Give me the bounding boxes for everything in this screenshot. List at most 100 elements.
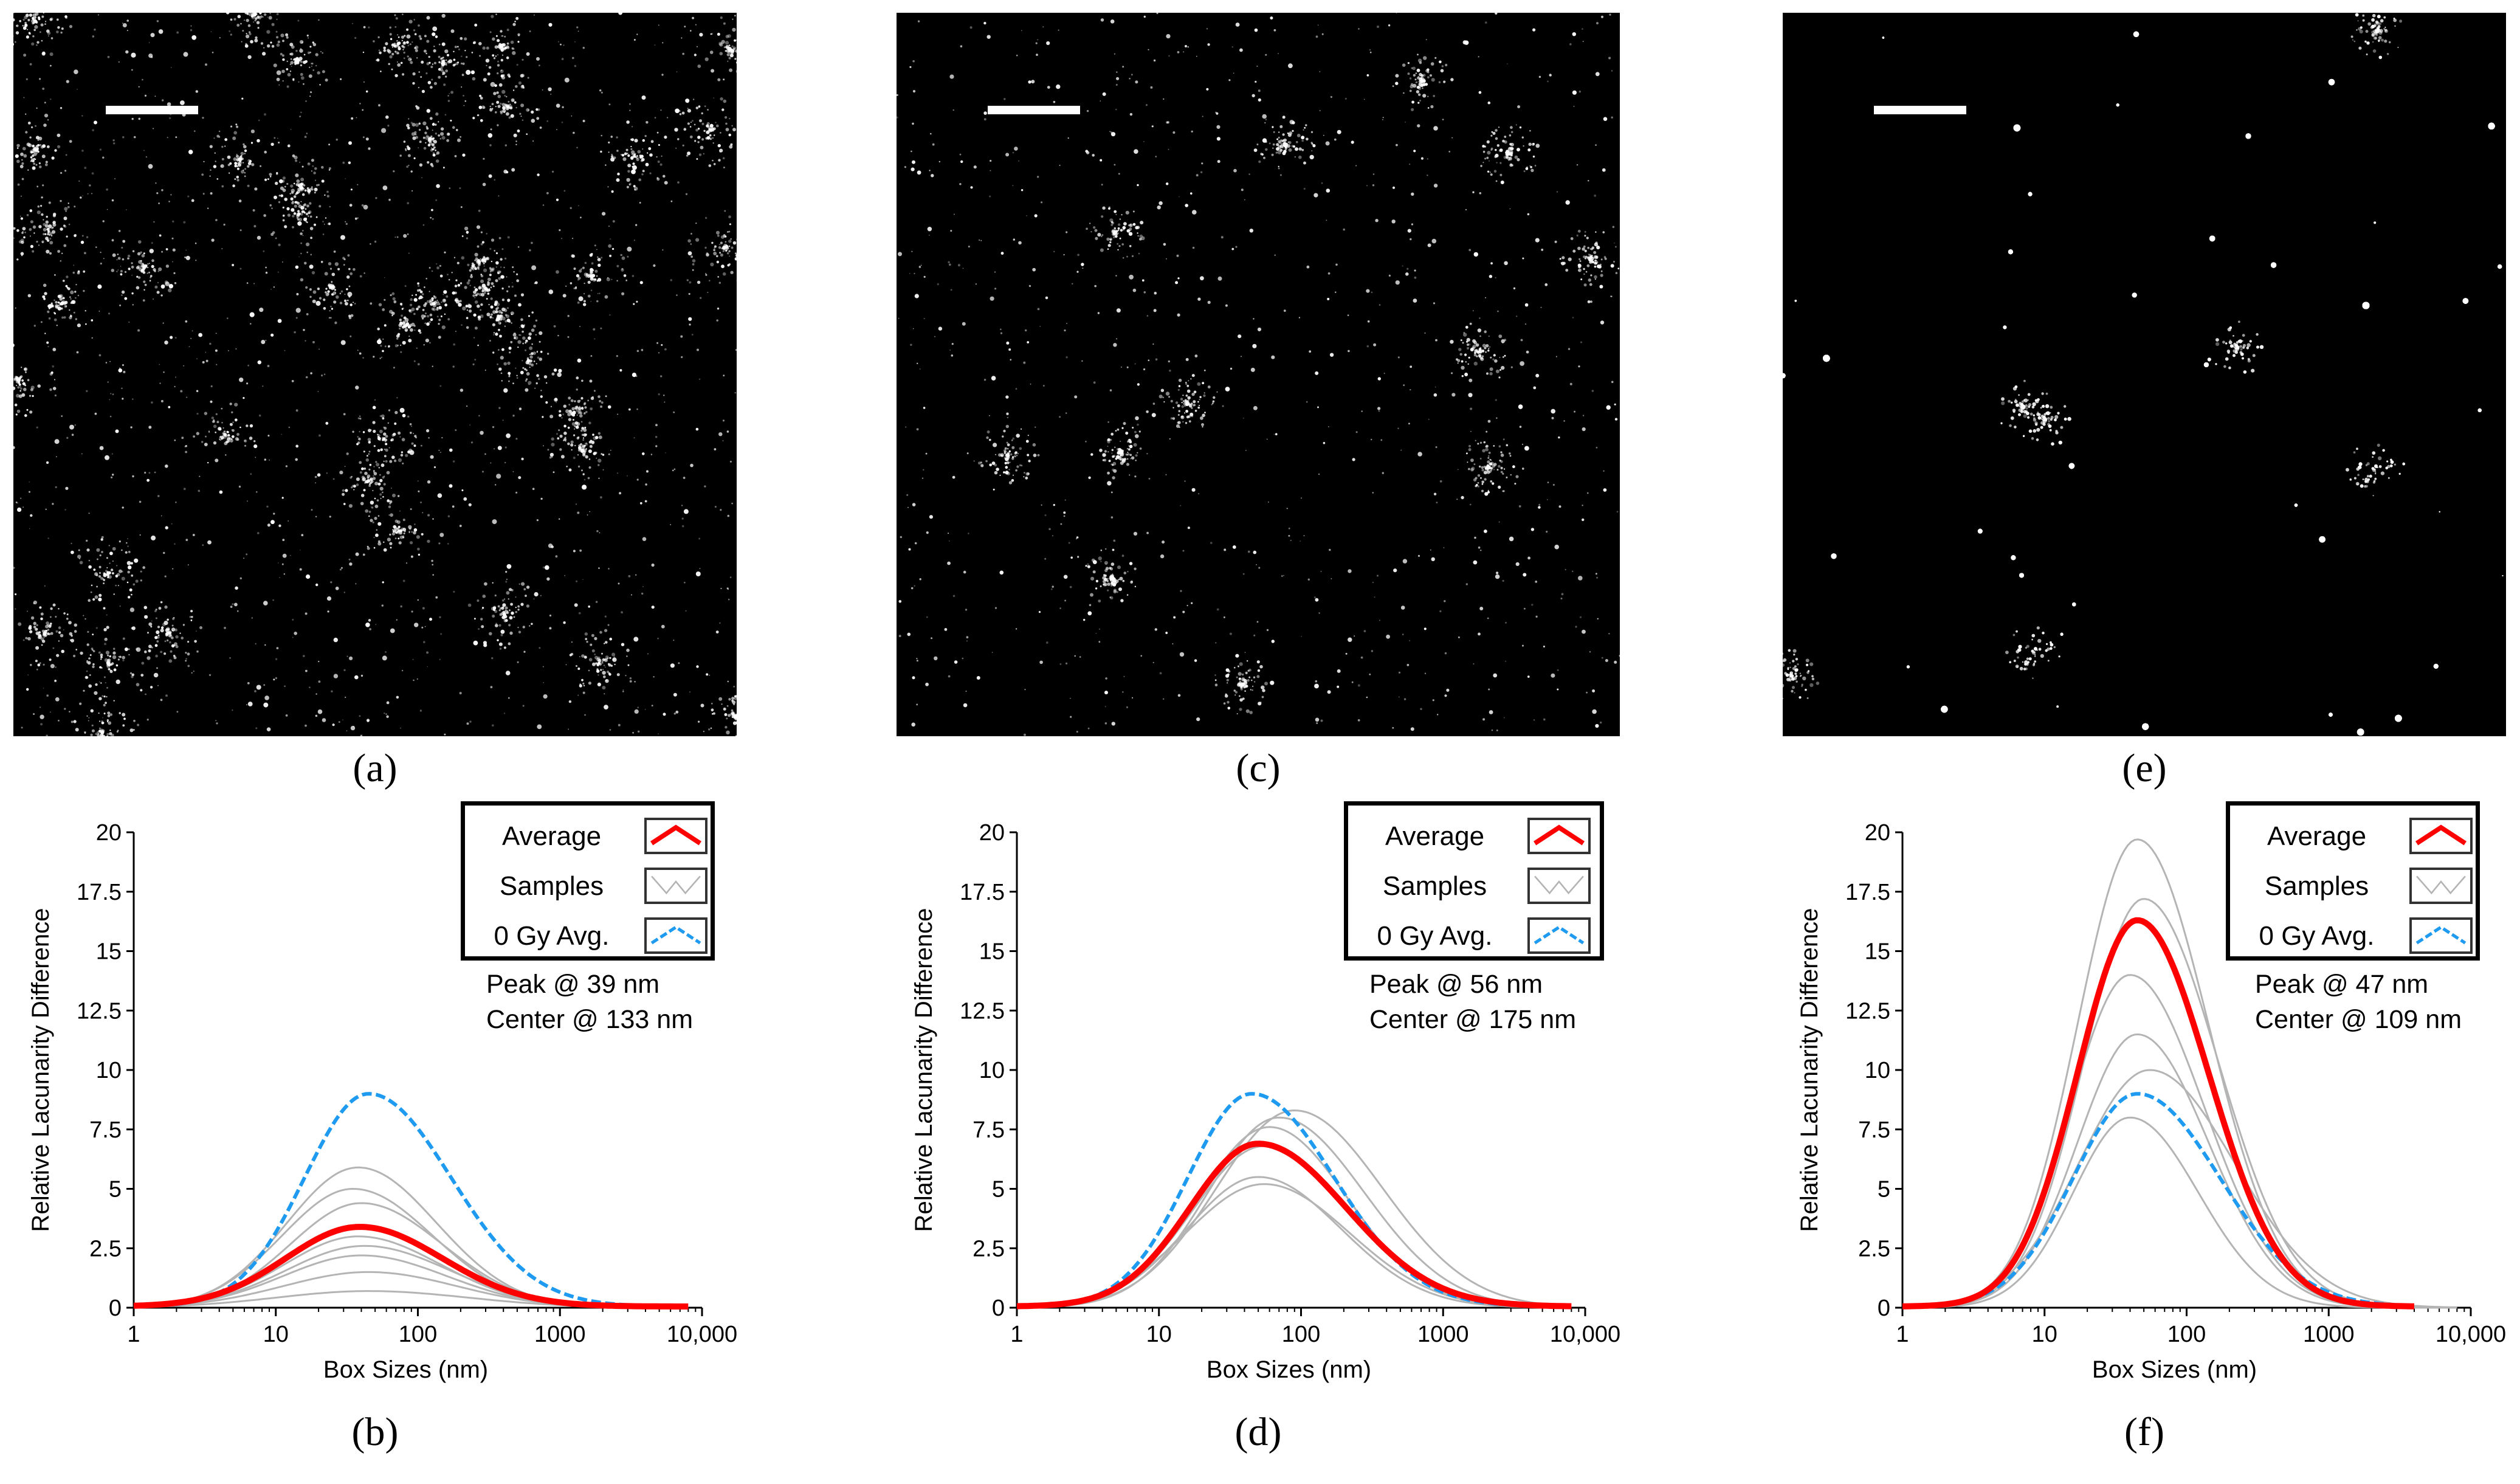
scale-bar: [988, 106, 1080, 114]
y-tick-label: 2.5: [1858, 1236, 1890, 1261]
y-tick-label: 15: [1865, 939, 1890, 965]
y-tick-label: 20: [1865, 820, 1890, 846]
panel-label-c: (c): [1236, 746, 1281, 790]
x-axis-label: Box Sizes (nm): [1207, 1356, 1371, 1383]
y-tick-label: 15: [96, 939, 122, 965]
panel-label-b: (b): [351, 1410, 399, 1454]
y-tick-label: 7.5: [89, 1117, 122, 1143]
x-tick-label: 10: [2032, 1322, 2057, 1347]
chart-b: 0 2.5 5 7.5 10 12.5 15 17.5 20 1 10 100 1000 10,000 Bo…: [18, 790, 857, 1398]
chart-legend: Average Samples 0 Gy Avg.: [1344, 801, 1604, 961]
x-axis-label: Box Sizes (nm): [323, 1356, 488, 1383]
chart-annotation: Peak @ 47 nm Center @ 109 nm: [2255, 967, 2462, 1037]
panel-label-a: (a): [353, 746, 398, 790]
legend-label: Samples: [1382, 871, 1487, 901]
y-axis-label: Relative Lacunarity Difference: [911, 908, 937, 1232]
x-tick-label: 10,000: [667, 1322, 737, 1347]
legend-swatch-average: [1527, 818, 1591, 854]
y-tick-label: 7.5: [1858, 1117, 1890, 1143]
legend-label: Average: [1385, 821, 1485, 851]
y-tick-label: 15: [979, 939, 1005, 965]
baseline-series-line: [133, 1092, 689, 1308]
sample-series-line: [1016, 1183, 1572, 1309]
legend-item-baseline: 0 Gy Avg.: [465, 911, 711, 961]
chart-svg-b: 0 2.5 5 7.5 10 12.5 15 17.5 20 1 10 100 1000 10,000 Bo…: [27, 820, 737, 1383]
legend-item-baseline: 0 Gy Avg.: [2230, 911, 2476, 961]
scale-bar: [106, 106, 198, 114]
y-axis-label: Relative Lacunarity Difference: [27, 908, 54, 1232]
sample-series-line: [1016, 1176, 1572, 1309]
y-tick-label: 5: [992, 1177, 1005, 1203]
x-tick-label: 10,000: [1550, 1322, 1620, 1347]
sample-series-line: [1016, 1116, 1572, 1309]
microscopy-image-c: [897, 13, 1620, 736]
y-tick-label: 0: [992, 1296, 1005, 1321]
chart-legend: Average Samples 0 Gy Avg.: [2226, 801, 2480, 961]
legend-swatch-baseline: [1527, 917, 1591, 954]
legend-label: 0 Gy Avg.: [494, 921, 610, 951]
peak-annotation: Peak @ 56 nm: [1369, 970, 1543, 999]
sample-series-line: [1902, 1033, 2457, 1309]
center-annotation: Center @ 133 nm: [486, 1005, 694, 1034]
legend-label: Samples: [2264, 871, 2369, 901]
legend-label: Average: [2267, 821, 2367, 851]
average-series-line: [1016, 1141, 1572, 1310]
center-annotation: Center @ 175 nm: [1369, 1005, 1577, 1034]
x-tick-label: 10: [263, 1322, 289, 1347]
legend-swatch-samples: [2409, 868, 2473, 904]
x-tick-label: 10,000: [2436, 1322, 2506, 1347]
baseline-series-line: [1016, 1092, 1572, 1308]
y-tick-label: 10: [979, 1058, 1005, 1083]
center-annotation: Center @ 109 nm: [2255, 1005, 2462, 1034]
x-tick-label: 1: [1896, 1322, 1909, 1347]
y-tick-label: 17.5: [77, 880, 122, 905]
y-tick-label: 12.5: [960, 998, 1005, 1024]
y-axis-label: Relative Lacunarity Difference: [1796, 908, 1823, 1232]
legend-swatch-average: [2409, 818, 2473, 854]
x-tick-label: 100: [399, 1322, 437, 1347]
microscopy-svg-c: [897, 13, 1620, 736]
average-series-line: [1902, 917, 2414, 1310]
y-tick-label: 7.5: [973, 1117, 1005, 1143]
legend-item-average: Average: [465, 812, 711, 861]
legend-item-samples: Samples: [1348, 861, 1600, 911]
sample-series-line: [1902, 1069, 2457, 1308]
microscopy-svg-a: [13, 13, 737, 736]
fluorescence-spots: [897, 13, 1620, 736]
sample-series-line: [133, 1271, 689, 1309]
y-tick-label: 2.5: [89, 1236, 122, 1261]
y-tick-label: 5: [109, 1177, 122, 1203]
x-tick-label: 100: [2167, 1322, 2206, 1347]
legend-label: Samples: [499, 871, 604, 901]
y-tick-label: 20: [96, 820, 122, 846]
y-tick-label: 17.5: [1845, 880, 1890, 905]
x-tick-label: 10: [1146, 1322, 1172, 1347]
x-tick-label: 1: [1010, 1322, 1023, 1347]
legend-item-average: Average: [2230, 812, 2476, 861]
legend-label: Average: [501, 821, 602, 851]
x-tick-label: 1000: [1417, 1322, 1469, 1347]
sample-series-line: [1016, 1109, 1572, 1308]
legend-swatch-baseline: [2409, 917, 2473, 954]
peak-annotation: Peak @ 47 nm: [2255, 970, 2429, 999]
fluorescence-spots: [13, 13, 737, 736]
legend-label: 0 Gy Avg.: [2259, 921, 2375, 951]
y-tick-label: 10: [96, 1058, 122, 1083]
chart-f: 0 2.5 5 7.5 10 12.5 15 17.5 20 1 10 100 1000 10,000 Bo…: [1787, 790, 2520, 1398]
x-tick-label: 1000: [534, 1322, 586, 1347]
chart-legend: Average Samples 0 Gy Avg.: [461, 801, 715, 961]
y-tick-label: 17.5: [960, 880, 1005, 905]
y-tick-label: 12.5: [1845, 998, 1890, 1024]
microscopy-svg-e: [1783, 13, 2504, 736]
y-tick-label: 20: [979, 820, 1005, 846]
x-tick-label: 1: [127, 1322, 140, 1347]
microscopy-image-e: [1783, 13, 2506, 736]
microscopy-image-a: [13, 13, 737, 736]
legend-swatch-samples: [1527, 868, 1591, 904]
chart-annotation: Peak @ 39 nm Center @ 133 nm: [486, 967, 693, 1037]
scale-bar: [1874, 106, 1966, 114]
x-axis-label: Box Sizes (nm): [2092, 1356, 2257, 1383]
legend-swatch-samples: [644, 868, 707, 904]
y-tick-label: 5: [1878, 1177, 1890, 1203]
chart-svg-d: 0 2.5 5 7.5 10 12.5 15 17.5 20 1 10 100 1000 10,000 Bo…: [911, 820, 1620, 1383]
